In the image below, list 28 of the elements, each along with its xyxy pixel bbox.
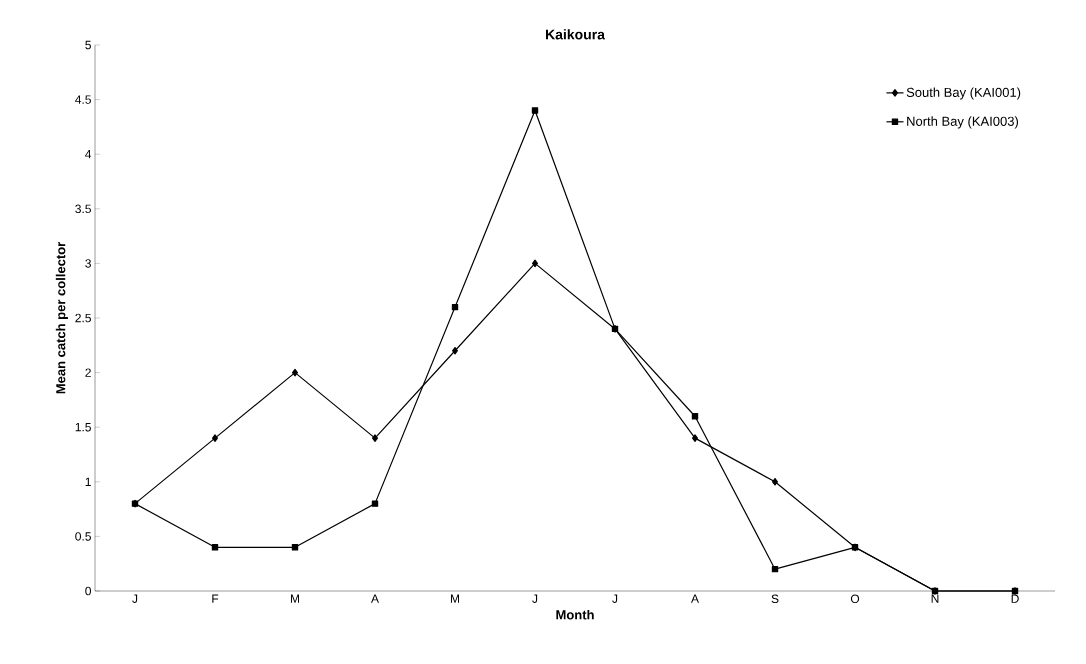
x-tick-label: M	[290, 594, 300, 603]
y-tick-label: 4.5	[75, 95, 91, 104]
y-tick-label: 3.5	[75, 204, 91, 214]
x-tick-label: M	[451, 594, 460, 603]
y-axis-title: Mean catch per collector	[55, 241, 68, 394]
y-tick-label: 5	[85, 40, 91, 50]
y-tick-label: 0.5	[75, 532, 91, 541]
x-tick-label: O	[850, 594, 860, 604]
legend-label: North Bay (KAI003)	[907, 116, 1019, 129]
x-tick-label: J	[532, 594, 538, 603]
y-tick-label: 2	[85, 368, 91, 377]
legend-label: South Bay (KAI001)	[906, 87, 1021, 100]
x-tick-label: J	[132, 594, 138, 603]
y-tick-label: 4	[85, 150, 92, 159]
y-tick-label: 1.5	[75, 423, 91, 432]
y-tick-label: 3	[85, 259, 91, 268]
x-tick-label: J	[612, 594, 618, 603]
x-tick-label: A	[371, 594, 379, 603]
chart-title: Kaikoura	[545, 29, 606, 40]
x-tick-label: S	[771, 594, 779, 604]
x-tick-label: A	[691, 594, 699, 603]
x-tick-label: N	[931, 594, 939, 603]
x-axis-title: Month	[556, 609, 594, 620]
x-tick-label: F	[212, 594, 219, 603]
y-tick-label: 2.5	[75, 313, 91, 323]
x-tick-label: D	[1011, 594, 1019, 603]
y-tick-label: 1	[85, 477, 91, 486]
y-tick-label: 0	[85, 586, 92, 596]
